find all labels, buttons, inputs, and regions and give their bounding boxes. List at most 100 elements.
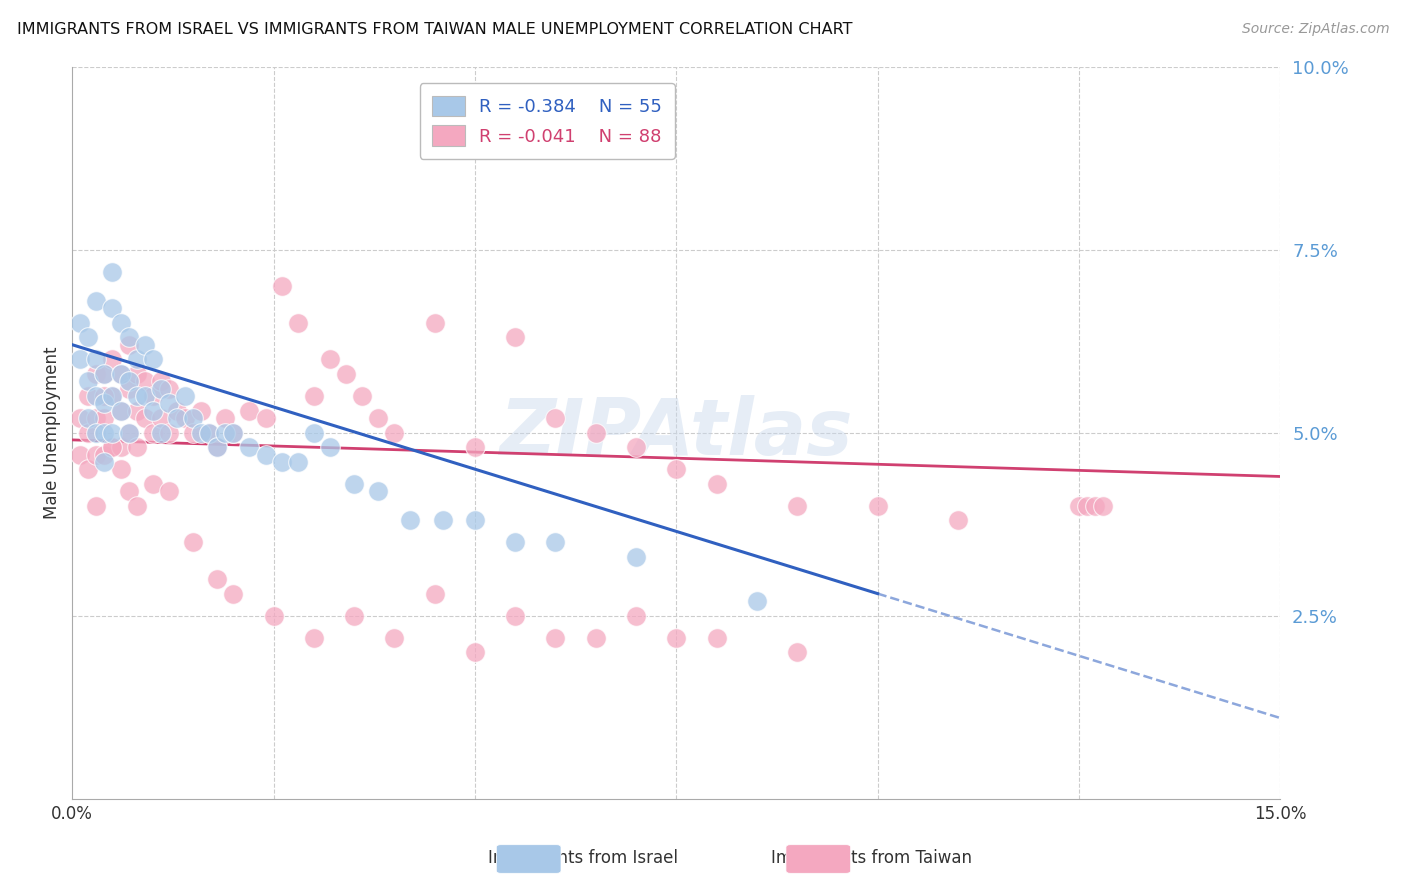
Point xyxy=(125,389,148,403)
Point xyxy=(93,455,115,469)
Point xyxy=(270,279,292,293)
Point xyxy=(946,513,969,527)
Point xyxy=(77,462,100,476)
Point xyxy=(464,440,486,454)
Point xyxy=(222,425,245,440)
Point xyxy=(77,425,100,440)
Point xyxy=(222,586,245,600)
Point xyxy=(117,425,139,440)
Point xyxy=(134,411,156,425)
Point xyxy=(86,425,108,440)
Point xyxy=(624,440,647,454)
Point xyxy=(287,455,309,469)
Point xyxy=(174,411,197,425)
Point xyxy=(343,476,366,491)
Point xyxy=(134,337,156,351)
Point xyxy=(503,535,526,549)
Point xyxy=(110,367,132,381)
Point xyxy=(302,389,325,403)
Point xyxy=(503,608,526,623)
Point xyxy=(1084,499,1107,513)
Point xyxy=(335,367,357,381)
Y-axis label: Male Unemployment: Male Unemployment xyxy=(44,346,60,519)
Point xyxy=(544,631,567,645)
Point xyxy=(77,375,100,389)
Point xyxy=(544,535,567,549)
Point xyxy=(1067,499,1090,513)
Point xyxy=(157,425,180,440)
Point xyxy=(270,455,292,469)
Point xyxy=(585,631,607,645)
Point xyxy=(86,367,108,381)
Point xyxy=(198,425,221,440)
Point xyxy=(352,389,374,403)
Point xyxy=(706,631,728,645)
Point xyxy=(287,316,309,330)
Point xyxy=(254,448,277,462)
Point xyxy=(198,425,221,440)
Point xyxy=(125,499,148,513)
Text: Source: ZipAtlas.com: Source: ZipAtlas.com xyxy=(1241,22,1389,37)
Point xyxy=(205,440,228,454)
Point xyxy=(142,476,165,491)
Point xyxy=(786,645,808,659)
Point xyxy=(1076,499,1098,513)
Point xyxy=(149,382,172,396)
Point xyxy=(263,608,285,623)
Point xyxy=(69,448,91,462)
Point xyxy=(157,396,180,410)
Point xyxy=(214,425,236,440)
Point xyxy=(181,535,204,549)
Text: Immigrants from Israel: Immigrants from Israel xyxy=(488,849,679,867)
Point xyxy=(464,513,486,527)
Point xyxy=(101,440,124,454)
Point xyxy=(464,645,486,659)
Text: Immigrants from Taiwan: Immigrants from Taiwan xyxy=(772,849,972,867)
Point xyxy=(238,440,260,454)
Point xyxy=(432,513,454,527)
Point xyxy=(86,389,108,403)
Point xyxy=(117,425,139,440)
Point xyxy=(142,403,165,417)
Point xyxy=(93,367,115,381)
Point xyxy=(706,476,728,491)
Point xyxy=(101,425,124,440)
Legend: R = -0.384    N = 55, R = -0.041    N = 88: R = -0.384 N = 55, R = -0.041 N = 88 xyxy=(419,83,675,159)
Point xyxy=(149,425,172,440)
Point xyxy=(69,352,91,367)
Point xyxy=(367,411,389,425)
Point xyxy=(125,352,148,367)
Point xyxy=(101,389,124,403)
Point xyxy=(101,301,124,315)
Point xyxy=(86,499,108,513)
Point xyxy=(382,631,405,645)
Point xyxy=(786,499,808,513)
Point xyxy=(101,264,124,278)
Point xyxy=(181,411,204,425)
Point xyxy=(205,572,228,586)
Point xyxy=(69,411,91,425)
Point xyxy=(166,411,188,425)
Point xyxy=(142,389,165,403)
Point xyxy=(866,499,889,513)
Point xyxy=(190,425,212,440)
Point xyxy=(93,389,115,403)
Point xyxy=(101,352,124,367)
Point xyxy=(101,440,124,454)
Point xyxy=(134,389,156,403)
Point xyxy=(190,403,212,417)
Point xyxy=(302,631,325,645)
Point xyxy=(77,330,100,344)
Point xyxy=(86,448,108,462)
Point xyxy=(166,403,188,417)
Point xyxy=(157,382,180,396)
Point xyxy=(665,631,688,645)
Point xyxy=(423,586,446,600)
Point xyxy=(101,389,124,403)
Point xyxy=(110,403,132,417)
Point xyxy=(142,352,165,367)
Point xyxy=(302,425,325,440)
Point xyxy=(110,403,132,417)
Point xyxy=(134,375,156,389)
Point xyxy=(745,594,768,608)
